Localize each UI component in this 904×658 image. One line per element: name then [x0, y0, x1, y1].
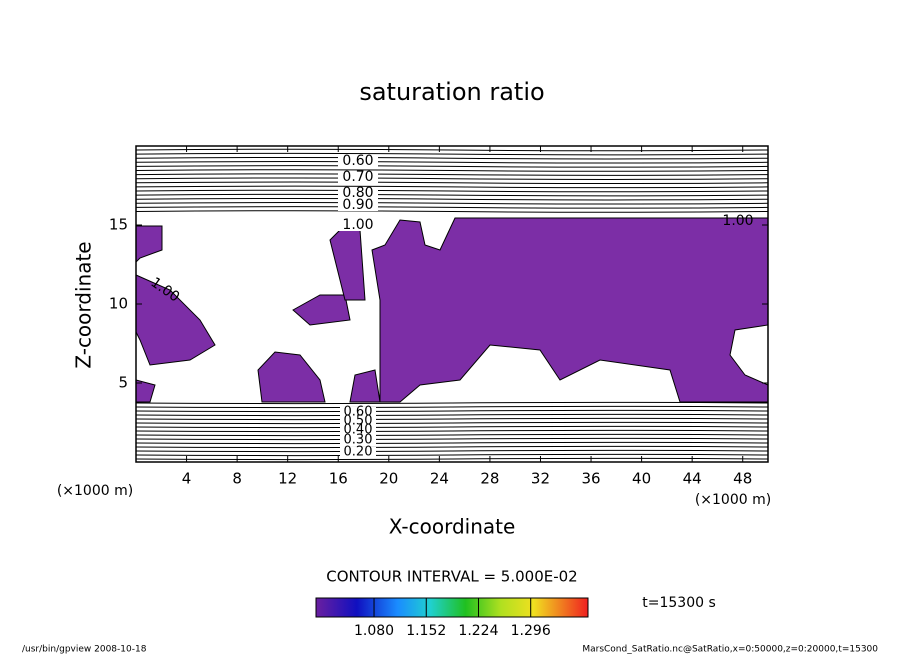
label-bg — [340, 425, 376, 435]
contour-line — [135, 417, 769, 421]
x-tick-label: 44 — [683, 470, 702, 488]
colorbar — [315, 597, 589, 618]
contour-field: 0.600.700.800.901.000.600.500.400.300.20… — [135, 148, 769, 461]
contour-line — [135, 421, 769, 425]
contour-line — [135, 185, 769, 189]
label-bg — [338, 171, 378, 183]
y-tick-label: 10 — [109, 295, 128, 313]
contour-label: 1.00 — [342, 217, 373, 233]
contour-line — [135, 425, 769, 429]
contour-line — [135, 165, 769, 168]
contour-line — [135, 189, 769, 193]
contour-line — [135, 453, 769, 457]
contour-line — [135, 206, 769, 209]
y-unit-label: (×1000 m) — [57, 483, 133, 499]
chart-title: saturation ratio — [359, 78, 544, 106]
contour-label: 0.20 — [344, 445, 373, 460]
contour-line — [135, 173, 769, 176]
contour-line — [135, 202, 769, 205]
x-tick-label: 32 — [531, 470, 550, 488]
contour-line — [135, 437, 769, 441]
contour-line — [135, 441, 769, 445]
x-tick-label: 12 — [278, 470, 297, 488]
contour-label: 0.80 — [342, 185, 373, 201]
filled-region — [292, 294, 351, 326]
x-tick-label: 16 — [329, 470, 348, 488]
filled-region — [371, 217, 769, 403]
colorbar-tick-label: 1.080 — [354, 623, 394, 639]
contour-label: 1.00 — [722, 213, 753, 229]
contour-line — [135, 429, 769, 433]
contour-line — [135, 445, 769, 449]
label-bg — [338, 219, 378, 231]
contour-label: 0.50 — [344, 414, 373, 429]
contour-label: 0.40 — [344, 423, 373, 438]
contour-line — [135, 169, 769, 172]
x-tick-label: 48 — [733, 470, 752, 488]
contour-line — [135, 156, 769, 160]
contour-line — [135, 210, 769, 213]
time-label: t=15300 s — [642, 595, 716, 611]
contour-line — [135, 177, 769, 180]
x-tick-label: 40 — [632, 470, 651, 488]
contour-line — [135, 193, 769, 197]
x-unit-label: (×1000 m) — [695, 492, 771, 508]
contour-label: 0.70 — [342, 169, 373, 185]
contour-label: 0.30 — [344, 433, 373, 448]
x-tick-label: 8 — [232, 470, 242, 488]
contour-line — [135, 161, 769, 164]
contour-line — [135, 405, 769, 409]
contour-line — [135, 409, 769, 413]
label-bg — [340, 416, 376, 426]
x-tick-label: 20 — [379, 470, 398, 488]
contour-line — [135, 449, 769, 453]
contour-line — [135, 197, 769, 201]
contour-label: 0.60 — [342, 153, 373, 169]
x-tick-label: 4 — [182, 470, 192, 488]
contour-label: 0.90 — [342, 197, 373, 213]
contour-line — [135, 413, 769, 417]
y-tick-label: 15 — [109, 216, 128, 234]
colorbar-tick-label: 1.224 — [458, 623, 498, 639]
contour-line — [135, 181, 769, 185]
colorbar-tick-label: 1.296 — [511, 623, 551, 639]
contour-line — [135, 401, 769, 405]
label-bg — [338, 155, 378, 167]
contour-line — [135, 148, 769, 152]
y-tick-label: 5 — [118, 374, 128, 392]
label-bg — [340, 447, 376, 457]
x-tick-label: 36 — [581, 470, 600, 488]
label-bg — [338, 187, 378, 199]
x-tick-label: 28 — [480, 470, 499, 488]
x-tick-label: 24 — [430, 470, 449, 488]
contour-line — [135, 433, 769, 437]
y-axis-label: Z-coordinate — [72, 241, 96, 368]
x-axis-label: X-coordinate — [389, 515, 516, 539]
footer-left: /usr/bin/gpview 2008-10-18 — [22, 645, 147, 655]
contour-interval: CONTOUR INTERVAL = 5.000E-02 — [326, 568, 577, 586]
filled-region — [135, 225, 163, 264]
label-bg — [340, 435, 376, 445]
contour-label: 0.60 — [344, 405, 373, 420]
label-bg — [340, 407, 376, 417]
contour-line — [135, 457, 769, 461]
label-bg — [338, 199, 378, 211]
filled-region — [135, 274, 216, 366]
colorbar-tick-label: 1.152 — [406, 623, 446, 639]
filled-region — [349, 369, 381, 403]
footer-right: MarsCond_SatRatio.nc@SatRatio,x=0:50000,… — [582, 645, 878, 655]
filled-region — [329, 224, 366, 301]
filled-region — [257, 351, 326, 403]
contour-line — [135, 152, 769, 156]
